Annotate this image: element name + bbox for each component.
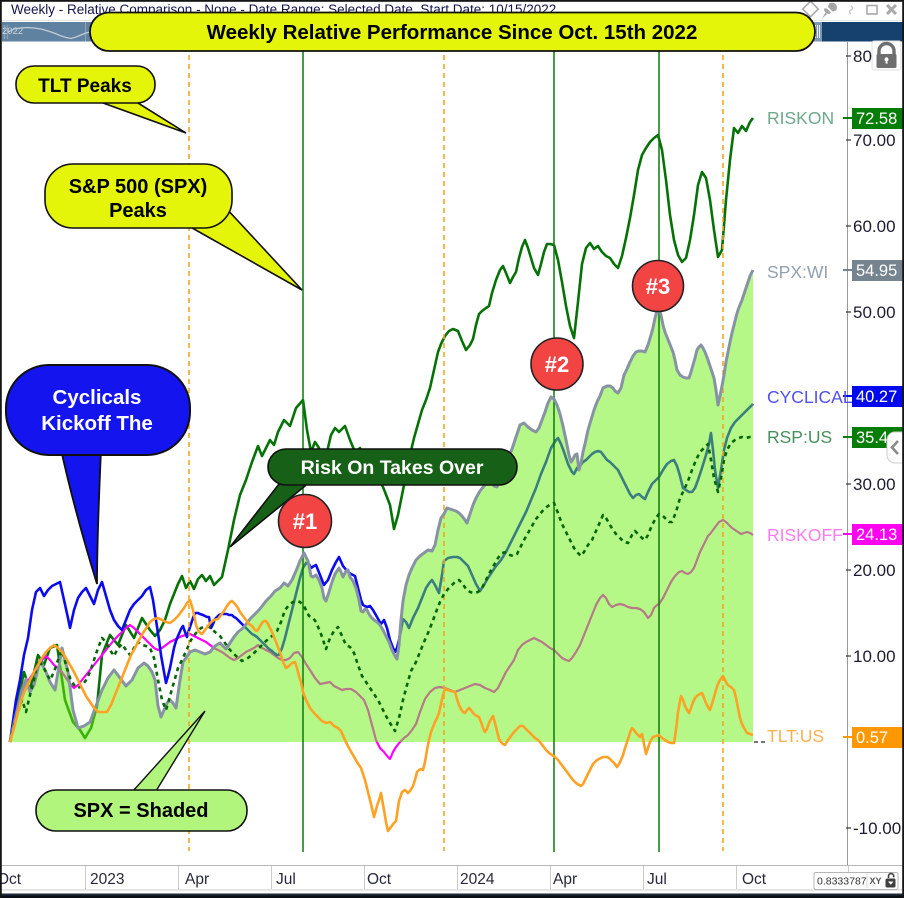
svg-text:2022: 2022 — [2, 26, 23, 37]
svg-text:RISKON: RISKON — [767, 108, 834, 128]
svg-text:Kickoff The: Kickoff The — [41, 412, 153, 435]
svg-text:Cyclicals: Cyclicals — [53, 386, 142, 409]
svg-text:0.57: 0.57 — [856, 729, 888, 747]
svg-text:2023: 2023 — [90, 871, 124, 888]
svg-text:2024: 2024 — [460, 871, 495, 888]
svg-text:S&P 500 (SPX): S&P 500 (SPX) — [69, 176, 208, 198]
svg-text:CYCLICAL: CYCLICAL — [767, 387, 853, 407]
svg-text:RSP:US: RSP:US — [767, 427, 832, 447]
svg-text:#2: #2 — [545, 352, 569, 377]
svg-text:Jul: Jul — [276, 871, 296, 888]
svg-text:24.13: 24.13 — [856, 526, 897, 544]
svg-text:72.58: 72.58 — [856, 110, 897, 128]
svg-text:Oct: Oct — [0, 871, 22, 888]
svg-text:54.95: 54.95 — [856, 262, 897, 280]
svg-text:RISKOFF: RISKOFF — [767, 525, 843, 545]
svg-text:30.00: 30.00 — [853, 475, 896, 494]
svg-text:40.27: 40.27 — [856, 388, 897, 406]
svg-text:-10.00: -10.00 — [853, 819, 901, 838]
svg-text:Risk On Takes Over: Risk On Takes Over — [301, 457, 484, 479]
svg-text:80: 80 — [853, 47, 872, 66]
svg-text:SPX = Shaded: SPX = Shaded — [73, 800, 208, 822]
svg-text:10.00: 10.00 — [853, 647, 896, 666]
svg-text:Peaks: Peaks — [109, 200, 167, 222]
svg-text:XY: XY — [870, 876, 882, 886]
svg-text:Apr: Apr — [185, 871, 209, 888]
svg-text:20.00: 20.00 — [853, 561, 896, 580]
svg-text:Weekly Relative Performance Si: Weekly Relative Performance Since Oct. 1… — [207, 21, 698, 44]
svg-text:0.8333787: 0.8333787 — [817, 876, 867, 888]
svg-text:TLT Peaks: TLT Peaks — [38, 76, 132, 97]
svg-text:#1: #1 — [293, 509, 317, 534]
svg-text:70.00: 70.00 — [853, 131, 896, 150]
svg-text:TLT:US: TLT:US — [767, 726, 824, 746]
svg-text:#3: #3 — [646, 274, 670, 299]
svg-text:Apr: Apr — [553, 871, 577, 888]
svg-text:Oct: Oct — [742, 871, 767, 888]
svg-text:SPX:WI: SPX:WI — [767, 262, 828, 282]
svg-text:60.00: 60.00 — [853, 217, 896, 236]
svg-text:35.4: 35.4 — [856, 429, 888, 447]
svg-text:Oct: Oct — [367, 871, 392, 888]
svg-text:Jul: Jul — [647, 871, 667, 888]
svg-text:50.00: 50.00 — [853, 303, 896, 322]
